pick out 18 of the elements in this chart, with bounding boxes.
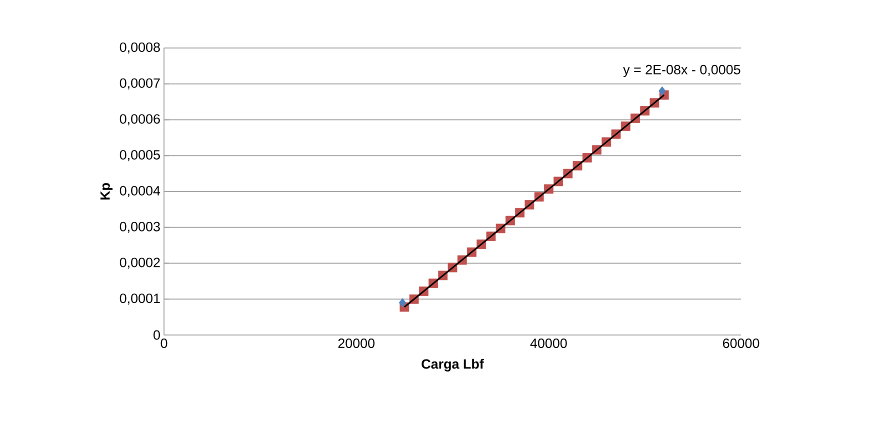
y-tick-label: 0,0006 [120, 114, 160, 126]
point [398, 298, 406, 308]
x-tick-label: 20000 [338, 338, 375, 348]
y-tick-label: 0,0003 [120, 222, 160, 233]
annotation: y = 2E-08x - 0,0005 [623, 64, 740, 78]
point [658, 86, 666, 96]
y-tick-label: 0,0008 [120, 42, 160, 54]
y-tick-label: 0,0005 [120, 150, 160, 162]
x-tick-label: 40000 [530, 338, 567, 348]
y-tick-label: 0,0001 [120, 294, 160, 305]
x-tick-label: 60000 [723, 338, 760, 348]
y-tick-label: 0,0007 [120, 78, 160, 90]
y-tick-label: 0 [154, 330, 160, 340]
x-axis-title: Carga Lbf [422, 358, 484, 372]
y-axis-title: Kp [100, 183, 113, 200]
y-tick-label: 0,0004 [120, 186, 160, 198]
y-tick-label: 0,0002 [120, 258, 160, 269]
x-tick-label: 0 [160, 338, 168, 348]
